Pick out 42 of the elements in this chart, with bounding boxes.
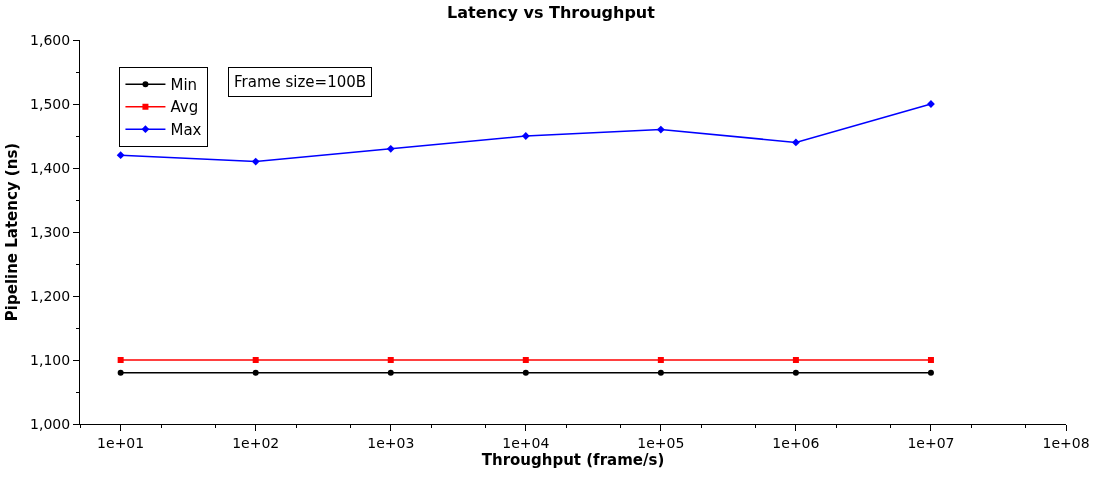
point (792, 369, 799, 376)
point (521, 132, 530, 140)
y-tick-label: 1,000 (30, 415, 71, 432)
x-axis-title: Throughput (frame/s) (481, 450, 665, 469)
point (792, 357, 799, 363)
point (657, 357, 664, 363)
point (386, 144, 395, 153)
point (251, 157, 260, 166)
point (927, 369, 934, 376)
point (117, 369, 124, 376)
point (387, 357, 394, 363)
y-tick-label: 1,100 (30, 351, 71, 368)
legend-label: Max (170, 120, 202, 139)
annotation: Frame size=100B (234, 73, 367, 91)
x-tick-label: 1e+02 (232, 434, 280, 451)
y-axis-title: Pipeline Latency (ns) (3, 142, 22, 322)
y-tick-label: 1,600 (30, 31, 71, 48)
legend-label: Min (170, 75, 198, 94)
y-tick-label: 1,400 (30, 159, 71, 176)
y-tick-label: 1,300 (30, 223, 71, 240)
y-tick-label: 1,200 (30, 287, 71, 304)
point (522, 357, 529, 363)
point (116, 151, 125, 160)
point (657, 369, 664, 376)
point (927, 357, 934, 363)
point (117, 357, 124, 363)
point (522, 369, 529, 376)
point (252, 369, 259, 376)
x-tick-label: 1e+05 (637, 434, 685, 451)
x-tick-label: 1e+03 (367, 434, 415, 451)
chart-title: Latency vs Throughput (447, 3, 656, 23)
legend-label: Avg (170, 98, 199, 117)
point (387, 369, 394, 376)
x-tick-label: 1e+06 (772, 434, 820, 451)
y-tick-label: 1,500 (30, 95, 71, 112)
x-tick-label: 1e+08 (1042, 434, 1090, 451)
x-tick-label: 1e+01 (97, 434, 145, 451)
x-tick-label: 1e+07 (907, 434, 955, 451)
point (252, 357, 259, 363)
x-tick-label: 1e+04 (502, 434, 550, 451)
point (656, 125, 665, 134)
point (792, 138, 800, 147)
